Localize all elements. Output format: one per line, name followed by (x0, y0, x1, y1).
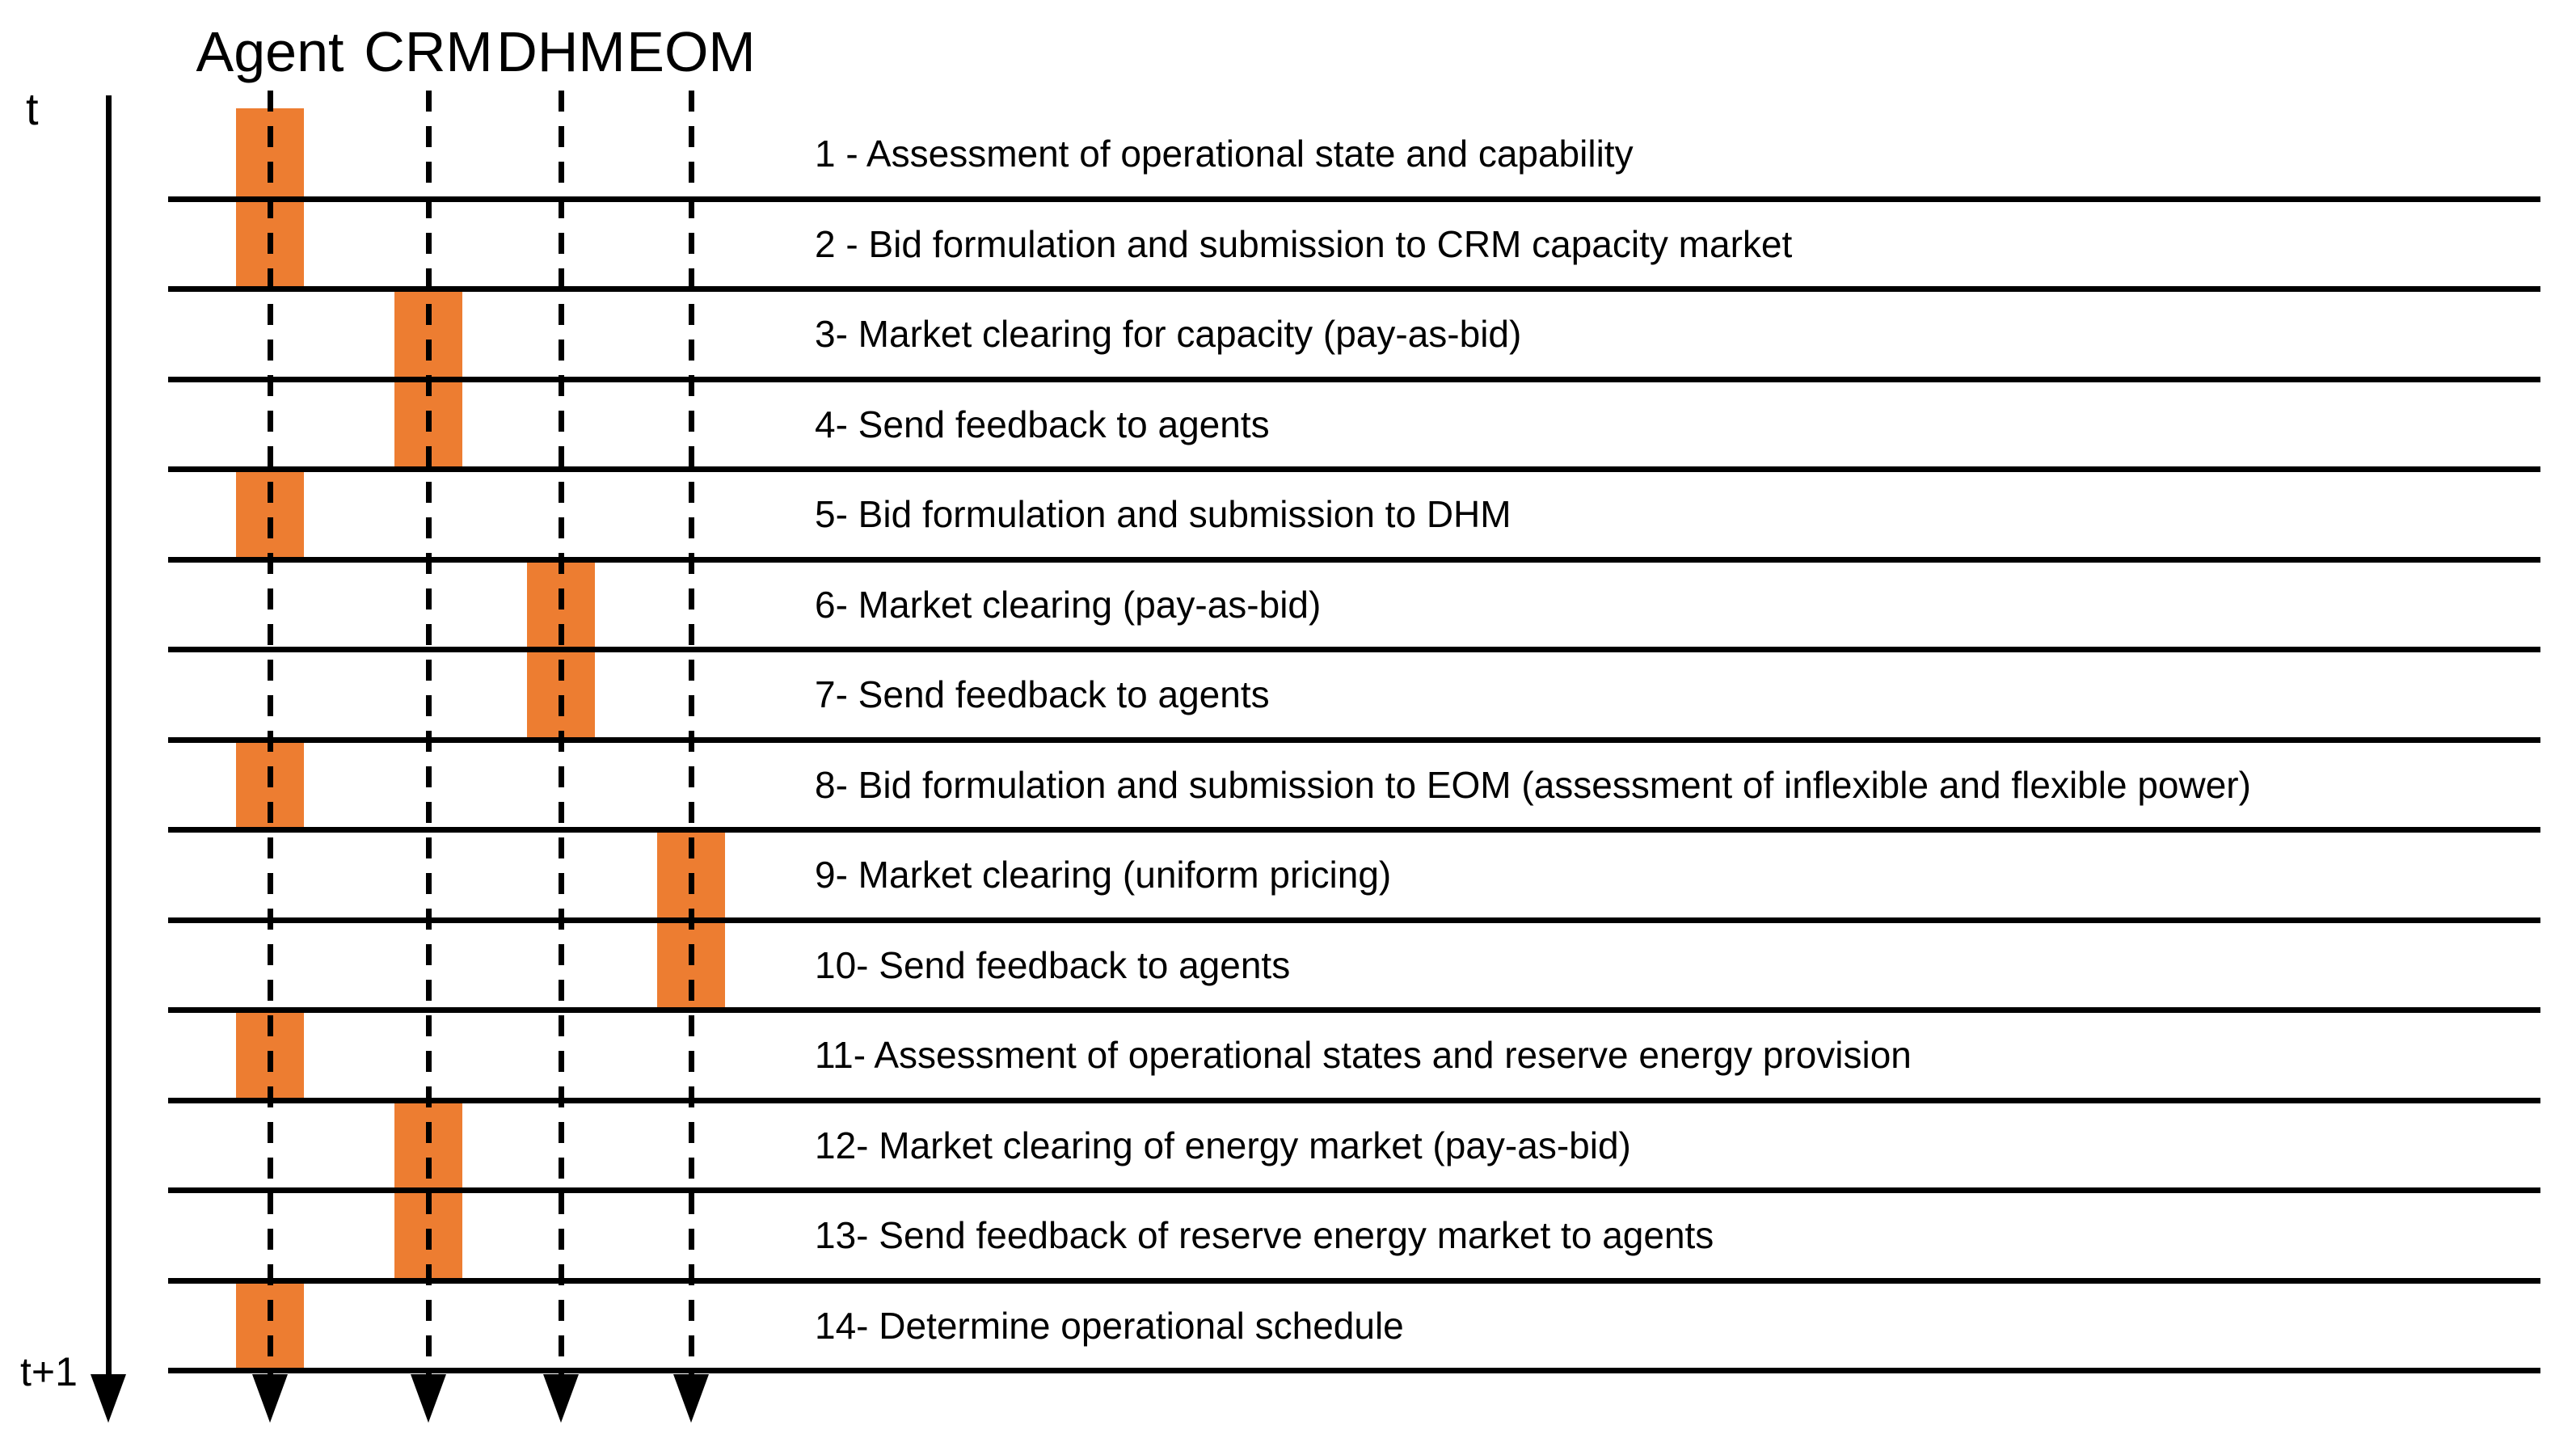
step-divider-12 (168, 1187, 2540, 1193)
step-label-14: 14- Determine operational schedule (815, 1305, 1404, 1347)
step-divider-9 (168, 917, 2540, 923)
step-label-11: 11- Assessment of operational states and… (815, 1034, 1912, 1076)
time-label-t: t (26, 83, 39, 134)
step-label-13: 13- Send feedback of reserve energy mark… (815, 1214, 1714, 1256)
step-divider-4 (168, 466, 2540, 472)
step-divider-11 (168, 1098, 2540, 1103)
step-divider-8 (168, 827, 2540, 833)
step-label-8: 8- Bid formulation and submission to EOM… (815, 764, 2251, 806)
lane-header-eom: EOM (626, 20, 756, 83)
step-divider-5 (168, 557, 2540, 563)
time-label-t-plus-1: t+1 (20, 1349, 78, 1394)
lifeline-eom-arrowhead-icon (673, 1374, 709, 1423)
lifeline-dhm (559, 91, 564, 1376)
step-label-9: 9- Market clearing (uniform pricing) (815, 854, 1392, 896)
step-label-10: 10- Send feedback to agents (815, 944, 1291, 986)
lane-header-agent: Agent (196, 20, 344, 83)
step-divider-1 (168, 196, 2540, 202)
step-label-3: 3- Market clearing for capacity (pay-as-… (815, 313, 1522, 355)
lane-header-dhm: DHM (496, 20, 626, 83)
step-divider-14 (168, 1368, 2540, 1373)
lifeline-agent (268, 91, 273, 1376)
step-label-6: 6- Market clearing (pay-as-bid) (815, 584, 1322, 626)
step-label-4: 4- Send feedback to agents (815, 403, 1270, 445)
step-label-5: 5- Bid formulation and submission to DHM (815, 493, 1511, 535)
step-label-2: 2 - Bid formulation and submission to CR… (815, 223, 1793, 265)
lifeline-crm (426, 91, 432, 1376)
time-axis-line (106, 95, 112, 1376)
step-label-7: 7- Send feedback to agents (815, 673, 1270, 715)
step-label-1: 1 - Assessment of operational state and … (815, 133, 1634, 175)
step-divider-7 (168, 737, 2540, 743)
step-divider-13 (168, 1278, 2540, 1284)
lifeline-agent-arrowhead-icon (252, 1374, 288, 1423)
step-label-12: 12- Market clearing of energy market (pa… (815, 1124, 1631, 1166)
step-divider-10 (168, 1007, 2540, 1013)
lifeline-dhm-arrowhead-icon (543, 1374, 579, 1423)
time-axis-arrowhead-icon (91, 1374, 126, 1423)
lifeline-eom (689, 91, 694, 1376)
step-divider-3 (168, 377, 2540, 382)
step-divider-6 (168, 647, 2540, 652)
lane-header-crm: CRM (364, 20, 493, 83)
lifeline-crm-arrowhead-icon (411, 1374, 446, 1423)
step-divider-2 (168, 286, 2540, 292)
